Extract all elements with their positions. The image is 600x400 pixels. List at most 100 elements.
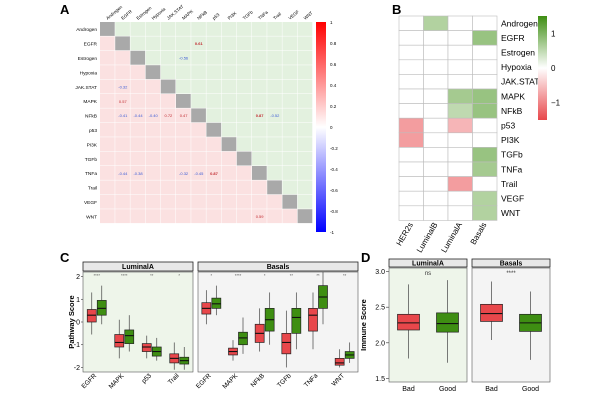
color-bar [316, 22, 326, 232]
cell-8-11 [267, 137, 282, 152]
cell-13-7 [206, 209, 222, 224]
cell-Androgen-Basals [472, 15, 498, 31]
cell-EGFR-Basals [472, 30, 498, 46]
cell-1-9 [236, 36, 252, 51]
cell-3-1 [115, 65, 130, 80]
cell-Hypoxia-LuminalA [447, 59, 473, 75]
cell-1-1 [115, 36, 130, 51]
cell-EGFR-HER2s [398, 30, 424, 46]
cell-1-4 [160, 36, 176, 51]
facet-title-LuminalA: LuminalA [122, 264, 154, 271]
cell-Trail-HER2s [398, 176, 424, 192]
box-LuminalA-EGFR-Good-box [96, 300, 107, 316]
cell-WNT-LuminalB [423, 205, 449, 221]
cell-WNT-Basals [472, 205, 498, 221]
cell-p53-LuminalA [447, 117, 473, 134]
facet-title-Basals: Basals [500, 261, 523, 268]
y-axis-label: Immune Score [359, 299, 368, 351]
box-LuminalA-Bad-box [397, 313, 420, 331]
cell-10-13 [297, 166, 313, 180]
cell-0-0 [100, 22, 115, 36]
cell-2-12 [282, 50, 298, 65]
cell-2-7 [206, 50, 222, 65]
signif-Basals-TNFa: ** [316, 273, 320, 278]
cell-value-6-3: -0.40 [149, 113, 159, 118]
cell-9-9 [236, 151, 252, 166]
cell-7-3 [145, 122, 161, 137]
cell-MAPK-LuminalB [423, 88, 449, 104]
x-label-Basals-NFkB: NFkB [250, 372, 266, 388]
box-Basals-WNT-Bad-box [334, 358, 345, 366]
cell-13-9 [236, 209, 252, 224]
signif-Basals-WNT: ** [343, 273, 347, 278]
row-label-Estrogen: Estrogen [78, 56, 98, 62]
box-Basals-TGFb-Good-box [291, 308, 302, 334]
row-label-Androgen: Androgen [501, 18, 538, 28]
cell-value-6-10: 0.87 [256, 113, 265, 118]
cell-VEGF-Basals [472, 190, 498, 207]
cell-JAK.STAT-HER2s [398, 74, 424, 90]
col-label-p53: p53 [211, 12, 220, 21]
cell-1-13 [297, 36, 313, 51]
cell-9-3 [145, 151, 161, 166]
cell-1-3 [145, 36, 161, 51]
cell-0-12 [282, 22, 298, 36]
cell-value-10-1: -0.44 [118, 171, 128, 176]
cell-2-13 [297, 50, 313, 65]
cell-Trail-Basals [472, 176, 498, 192]
cell-8-13 [297, 137, 313, 152]
colorbar-tick-2: 0.6 [330, 62, 337, 67]
x-label-LuminalA-Bad: Bad [402, 386, 415, 393]
panel-d-immune-boxplots: Immune Score 1.5 2.0 2.5 3.0 LuminalA ns Bad Goo… [359, 258, 551, 393]
x-label-Basals-Bad: Bad [485, 386, 498, 393]
cell-7-4 [160, 122, 176, 137]
cell-12-2 [130, 194, 146, 209]
cell-8-10 [252, 137, 267, 152]
signif-LuminalA-MAPK: **** [121, 273, 128, 278]
cell-4-8 [221, 79, 237, 94]
col-label-WNT: WNT [303, 10, 314, 21]
cell-3-8 [221, 65, 237, 80]
cell-11-7 [206, 180, 222, 195]
cell-TGFb-Basals [472, 147, 498, 163]
row-label-TGFb: TGFb [85, 157, 98, 163]
cell-7-0 [100, 122, 115, 137]
cell-TGFb-LuminalB [423, 147, 449, 163]
cell-9-1 [115, 151, 130, 166]
cell-5-10 [252, 94, 267, 108]
cell-MAPK-LuminalA [447, 88, 473, 104]
cell-Androgen-LuminalB [423, 15, 449, 31]
row-label-p53: p53 [501, 121, 515, 131]
cell-p53-LuminalB [423, 117, 449, 134]
cell-value-5-1: 0.57 [119, 99, 128, 104]
col-label-Estrogen: Estrogen [135, 5, 152, 21]
cell-TNFa-LuminalA [447, 161, 473, 177]
cell-value-6-11: -0.52 [270, 113, 280, 118]
cell-6-7 [206, 108, 222, 123]
cell-3-9 [236, 65, 252, 80]
cell-5-12 [282, 94, 298, 108]
cell-10-0 [100, 166, 115, 180]
legend-bar [538, 16, 547, 120]
cell-0-8 [221, 22, 237, 36]
cell-Androgen-LuminalA [447, 15, 473, 31]
facet-strip-LuminalA [82, 261, 194, 272]
cell-2-4 [160, 50, 176, 65]
x-label-LuminalA-Good: Good [439, 386, 456, 393]
box-Basals-TNFa-Bad-box [308, 308, 318, 332]
colorbar-tick-6: -0.2 [330, 146, 338, 151]
row-label-Trail: Trail [501, 179, 517, 189]
cell-4-0 [100, 79, 115, 94]
box-LuminalA-p53-Bad-box [141, 343, 152, 352]
x-label-LuminalA-Trail: Trail [167, 372, 181, 386]
cell-7-5 [176, 122, 191, 137]
colorbar-tick-0: 1 [330, 20, 333, 25]
cell-TNFa-LuminalB [423, 161, 449, 177]
cell-2-11 [267, 50, 282, 65]
cell-EGFR-LuminalB [423, 30, 449, 46]
cell-4-13 [297, 79, 313, 94]
box-Basals-EGFR-Good-box [211, 297, 222, 309]
cell-NFkB-HER2s [398, 103, 424, 119]
cell-13-12 [282, 209, 298, 224]
cell-12-11 [267, 194, 282, 209]
